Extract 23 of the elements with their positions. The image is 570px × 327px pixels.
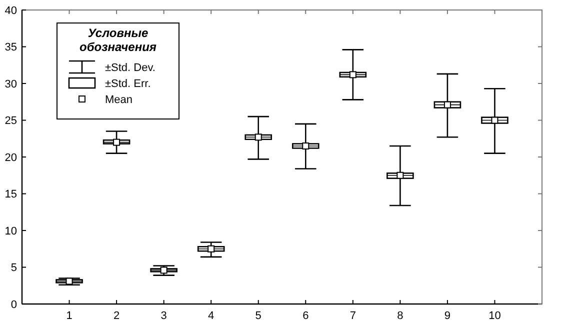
y-tick-label: 25 bbox=[4, 115, 17, 128]
y-tick-label: 40 bbox=[4, 4, 17, 17]
x-tick-label: 10 bbox=[488, 310, 501, 322]
y-tick-label: 5 bbox=[10, 262, 17, 274]
x-tick-label: 1 bbox=[66, 310, 72, 322]
x-tick-label: 8 bbox=[397, 310, 404, 322]
x-tick-label: 9 bbox=[444, 310, 451, 322]
x-tick-label: 7 bbox=[350, 310, 356, 322]
y-tick-label: 15 bbox=[4, 188, 17, 201]
legend-title: Условные обозначения bbox=[80, 26, 156, 54]
y-tick-label: 30 bbox=[4, 78, 17, 90]
annotation: Mean bbox=[105, 94, 133, 106]
y-tick-label: 0 bbox=[10, 298, 17, 311]
x-tick-label: 2 bbox=[113, 310, 120, 322]
y-tick-label: 20 bbox=[4, 152, 17, 164]
annotation: ±Std. Dev. bbox=[105, 62, 156, 74]
x-tick-label: 4 bbox=[208, 310, 214, 322]
y-tick-label: 35 bbox=[4, 42, 17, 54]
x-tick-label: 3 bbox=[160, 310, 167, 322]
annotation: ±Std. Err. bbox=[105, 78, 151, 90]
x-tick-label: 6 bbox=[302, 310, 309, 322]
x-tick-label: 5 bbox=[255, 310, 262, 322]
y-tick-label: 10 bbox=[4, 225, 17, 238]
